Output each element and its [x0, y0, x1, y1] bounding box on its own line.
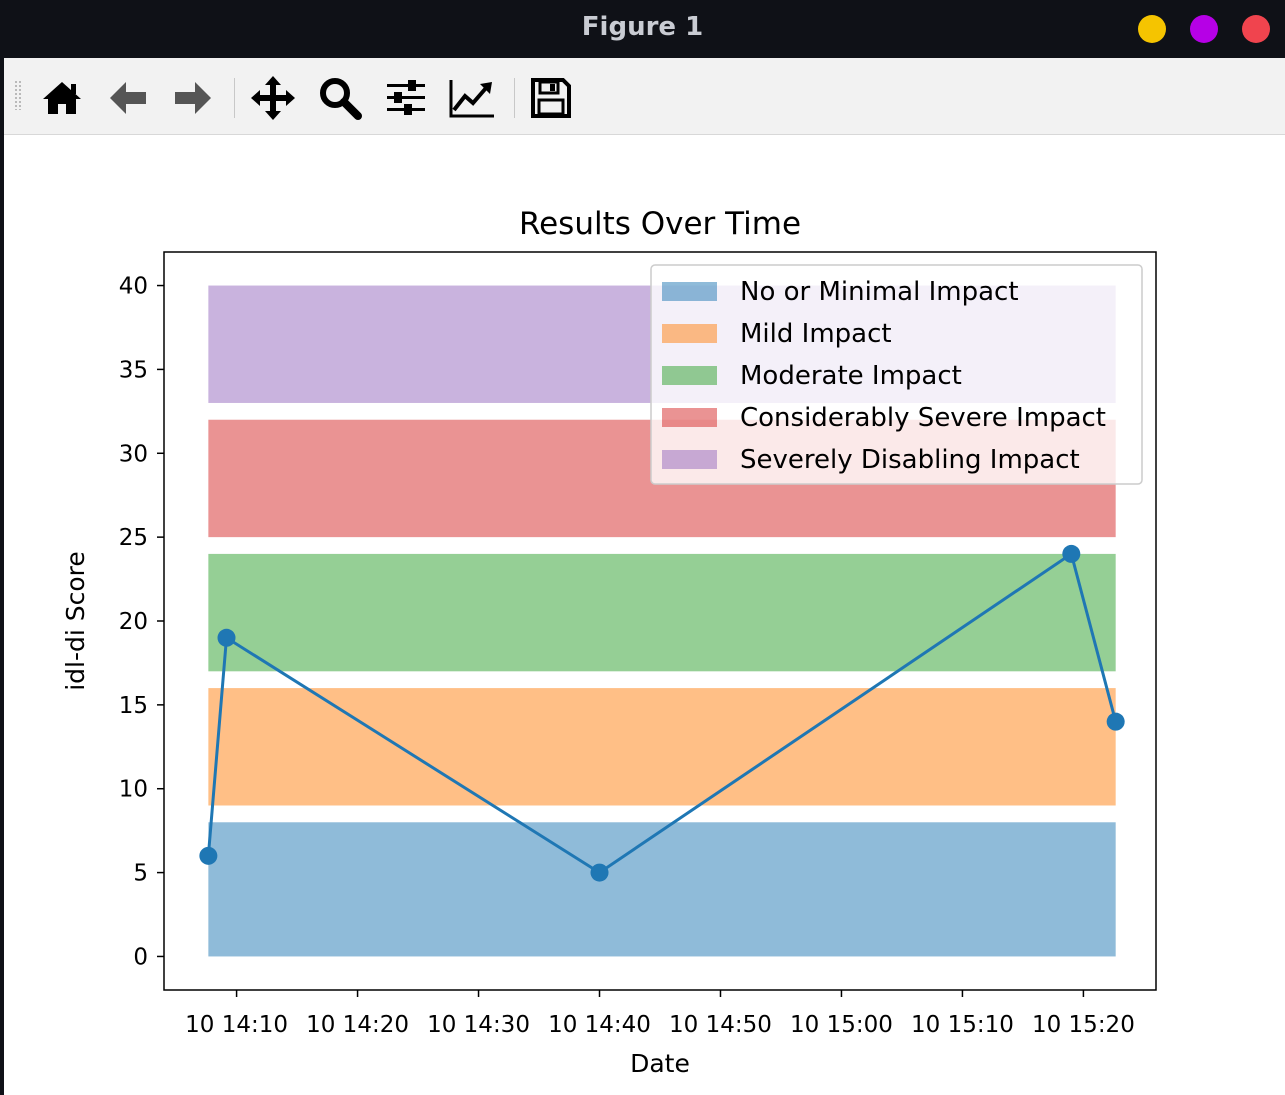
y-tick-label: 25: [119, 525, 148, 551]
save-floppy-icon: [529, 76, 573, 120]
y-tick-label: 30: [119, 441, 148, 467]
legend-swatch: [662, 450, 717, 469]
legend-label: No or Minimal Impact: [740, 277, 1019, 307]
impact-band-0: [208, 822, 1115, 956]
y-tick-label: 15: [119, 693, 148, 719]
edit-axes-button[interactable]: [446, 72, 498, 124]
figure-canvas[interactable]: 0 5 10 15 20 25 30 35 40 10 14:10 10 14:20 10 14:3…: [4, 148, 1285, 1095]
minimize-button[interactable]: [1138, 15, 1166, 43]
impact-band-1: [208, 688, 1115, 805]
window-title: Figure 1: [0, 12, 1285, 42]
x-tick-label: 10 14:10: [185, 1012, 288, 1038]
chart-figure: 0 5 10 15 20 25 30 35 40 10 14:10 10 14:20 10 14:3…: [4, 148, 1285, 1095]
legend-label: Moderate Impact: [740, 361, 962, 391]
legend-swatch: [662, 408, 717, 427]
impact-band-2: [208, 554, 1115, 671]
y-tick-label: 5: [133, 861, 148, 887]
legend-label: Considerably Severe Impact: [740, 403, 1106, 433]
legend-swatch: [662, 282, 717, 301]
chart-legend: No or Minimal Impact Mild Impact Moderate …: [651, 265, 1142, 484]
y-tick-label: 10: [119, 777, 148, 803]
pan-button[interactable]: [247, 72, 299, 124]
y-tick-label: 20: [119, 609, 148, 635]
configure-subplots-icon: [384, 76, 428, 120]
x-tick-label: 10 14:40: [548, 1012, 651, 1038]
x-tick-label: 10 14:20: [306, 1012, 409, 1038]
x-axis-ticks: 10 14:10 10 14:20 10 14:30 10 14:40 10 14:50…: [185, 990, 1135, 1038]
forward-button[interactable]: [167, 72, 219, 124]
legend-label: Mild Impact: [740, 319, 892, 349]
x-tick-label: 10 14:30: [427, 1012, 530, 1038]
legend-swatch: [662, 324, 717, 343]
legend-swatch: [662, 366, 717, 385]
x-tick-label: 10 14:50: [669, 1012, 772, 1038]
save-button[interactable]: [525, 72, 577, 124]
zoom-magnifier-icon: [317, 75, 363, 121]
x-axis-label: Date: [630, 1049, 690, 1078]
back-arrow-icon: [106, 76, 150, 120]
data-point-1: [218, 629, 236, 647]
data-point-3: [1062, 545, 1080, 563]
maximize-button[interactable]: [1190, 15, 1218, 43]
y-tick-label: 0: [133, 944, 148, 970]
zoom-button[interactable]: [314, 72, 366, 124]
x-tick-label: 10 15:20: [1032, 1012, 1135, 1038]
y-tick-label: 35: [119, 357, 148, 383]
chart-title: Results Over Time: [519, 206, 801, 242]
y-tick-label: 40: [119, 274, 148, 300]
toolbar: [4, 58, 1285, 135]
home-button[interactable]: [36, 72, 88, 124]
window-titlebar: Figure 1: [0, 0, 1285, 58]
configure-subplots-button[interactable]: [380, 72, 432, 124]
legend-label: Severely Disabling Impact: [740, 445, 1080, 475]
x-tick-label: 10 15:00: [790, 1012, 893, 1038]
y-axis-ticks: 0 5 10 15 20 25 30 35 40: [119, 274, 164, 971]
data-point-0: [199, 847, 217, 865]
home-icon: [40, 76, 84, 120]
data-point-4: [1107, 713, 1125, 731]
data-point-2: [591, 864, 609, 882]
toolbar-separator: [514, 78, 515, 118]
toolbar-separator: [234, 78, 235, 118]
edit-axes-lines-icon: [448, 76, 496, 120]
y-axis-label: idl-di Score: [61, 551, 90, 691]
pan-move-icon: [249, 74, 297, 122]
forward-arrow-icon: [171, 76, 215, 120]
close-button[interactable]: [1242, 15, 1270, 43]
toolbar-grip-handle[interactable]: [14, 80, 22, 110]
x-tick-label: 10 15:10: [911, 1012, 1014, 1038]
back-button[interactable]: [102, 72, 154, 124]
